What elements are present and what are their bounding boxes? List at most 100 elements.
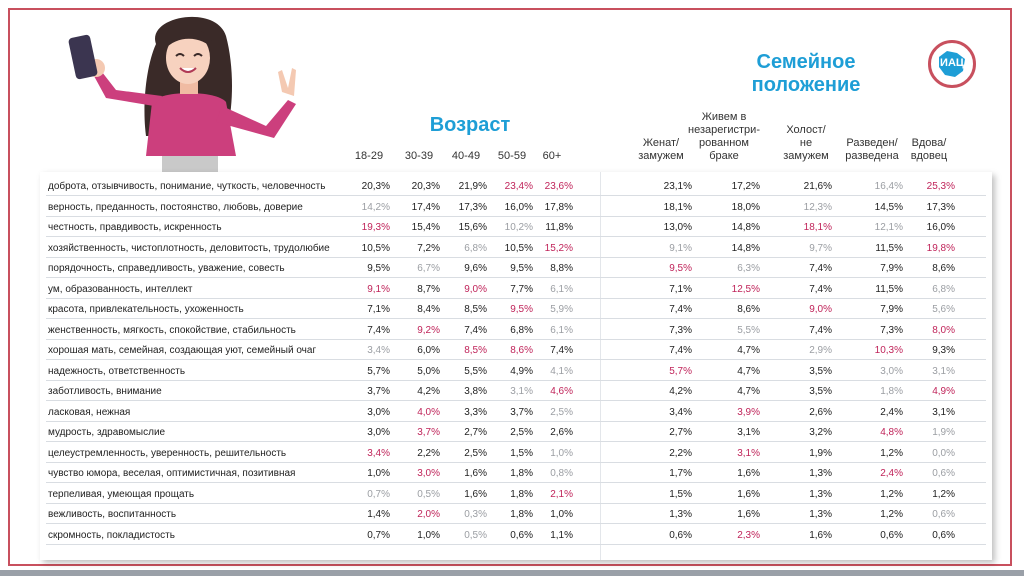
table-cell: 20,3% [411, 181, 440, 192]
table-cell: 3,5% [809, 386, 832, 397]
table-cell: 12,3% [803, 201, 832, 213]
table-cell: 1,6% [464, 468, 487, 479]
table-cell: 6,7% [417, 263, 440, 274]
family-title-line1: Семейное [756, 51, 856, 73]
table-cell: 0,6% [932, 529, 955, 541]
table-cell: 2,2% [417, 447, 440, 459]
table-cell: 14,8% [731, 242, 760, 254]
logo-text: ИАЦ [940, 57, 964, 69]
table-cell: 1,0% [550, 447, 573, 459]
slide-frame [8, 8, 1012, 566]
table-cell: 23,6% [544, 181, 573, 192]
table-cell: 4,7% [737, 345, 760, 356]
table-cell: 17,2% [731, 181, 760, 192]
column-header: 60+ [527, 150, 577, 163]
table-cell: 3,9% [737, 406, 760, 418]
row-label: хозяйственность, чистоплотность, деловит… [48, 242, 330, 254]
family-section-title: Семейное положение [742, 51, 870, 97]
row-divider [46, 482, 986, 483]
table-cell: 3,1% [737, 447, 760, 459]
table-row: терпеливая, умеющая прощать 0,7% 0,5% 1,6% 1… [40, 484, 992, 504]
column-header-line: рованном [699, 137, 749, 149]
row-divider [46, 502, 986, 504]
row-label: целеустремленность, уверенность, решител… [48, 447, 287, 459]
table-cell: 7,4% [550, 345, 573, 356]
table-cell: 16,0% [926, 222, 955, 233]
table-cell: 10,5% [361, 242, 390, 254]
column-group-divider [600, 172, 601, 560]
table-cell: 2,4% [880, 468, 903, 479]
row-label: вежливость, воспитанность [48, 509, 177, 520]
table-cell: 3,2% [809, 427, 832, 438]
table-cell: 6,3% [737, 263, 760, 274]
table-cell: 3,1% [932, 406, 955, 418]
table-cell: 1,3% [669, 509, 692, 520]
column-header: 18-29 [344, 150, 394, 163]
table-cell: 12,5% [731, 283, 760, 295]
row-divider [46, 297, 986, 299]
table-cell: 2,5% [550, 406, 573, 418]
table-cell: 0,7% [367, 488, 390, 500]
column-header-line: Вдова/ [911, 137, 947, 149]
table-row: порядочность, справедливость, уважение, … [40, 258, 992, 278]
table-cell: 10,5% [504, 242, 533, 254]
table-cell: 14,8% [731, 222, 760, 233]
table-cell: 4,6% [550, 386, 573, 397]
table-cell: 7,3% [880, 324, 903, 336]
table-cell: 15,6% [458, 222, 487, 233]
table-cell: 12,1% [874, 222, 903, 233]
table-cell: 7,3% [669, 324, 692, 336]
row-label: красота, привлекательность, ухоженность [48, 304, 244, 315]
table-cell: 9,5% [669, 263, 692, 274]
table-cell: 1,9% [932, 427, 955, 438]
row-divider [46, 461, 986, 463]
age-section-title: Возраст [429, 114, 511, 136]
row-divider [46, 195, 986, 196]
table-cell: 4,7% [737, 386, 760, 397]
table-cell: 4,0% [417, 406, 440, 418]
table-cell: 1,7% [669, 468, 692, 479]
column-header: 30-39 [394, 150, 444, 163]
table-cell: 1,0% [550, 509, 573, 520]
table-cell: 0,6% [932, 468, 955, 479]
table-cell: 9,0% [809, 304, 832, 315]
table-cell: 8,5% [464, 304, 487, 315]
table-cell: 14,5% [874, 201, 903, 213]
table-cell: 3,4% [367, 447, 390, 459]
column-header-line: разведена [845, 150, 899, 162]
table-cell: 19,8% [926, 242, 955, 254]
row-label: доброта, отзывчивость, понимание, чуткос… [48, 181, 326, 192]
table-cell: 10,3% [874, 345, 903, 356]
table-cell: 3,1% [510, 386, 533, 397]
table-cell: 3,1% [932, 365, 955, 377]
table-row: надежность, ответственность 5,7% 5,0% 5,5% 4… [40, 361, 992, 381]
table-cell: 2,1% [550, 488, 573, 500]
column-header-line: замужем [638, 150, 684, 162]
table-cell: 3,0% [367, 427, 390, 438]
table-cell: 8,6% [932, 263, 955, 274]
row-label: мудрость, здравомыслие [48, 427, 166, 438]
column-header: Живем в незарегистри-рованном браке [684, 111, 764, 163]
row-divider [46, 256, 986, 258]
table-cell: 0,5% [417, 488, 440, 500]
table-cell: 3,3% [464, 406, 487, 418]
table-cell: 4,7% [737, 365, 760, 377]
table-cell: 0,7% [367, 529, 390, 541]
table-cell: 1,0% [417, 529, 440, 541]
column-header-line: Женат/ [642, 137, 680, 149]
table-cell: 7,1% [669, 283, 692, 295]
table-cell: 9,6% [464, 263, 487, 274]
column-header-line: 60+ [542, 150, 562, 162]
table-cell: 8,5% [464, 345, 487, 356]
table-cell: 5,0% [417, 365, 440, 377]
table-cell: 9,5% [367, 263, 390, 274]
table-cell: 1,3% [809, 468, 832, 479]
table-cell: 2,2% [669, 447, 692, 459]
table-cell: 1,3% [809, 488, 832, 500]
table-cell: 6,1% [550, 324, 573, 336]
row-divider [46, 277, 986, 278]
row-label: скромность, покладистость [48, 529, 175, 541]
row-label: хорошая мать, семейная, создающая уют, с… [48, 345, 317, 356]
bottom-band [0, 570, 1024, 576]
values-table: доброта, отзывчивость, понимание, чуткос… [40, 172, 992, 560]
